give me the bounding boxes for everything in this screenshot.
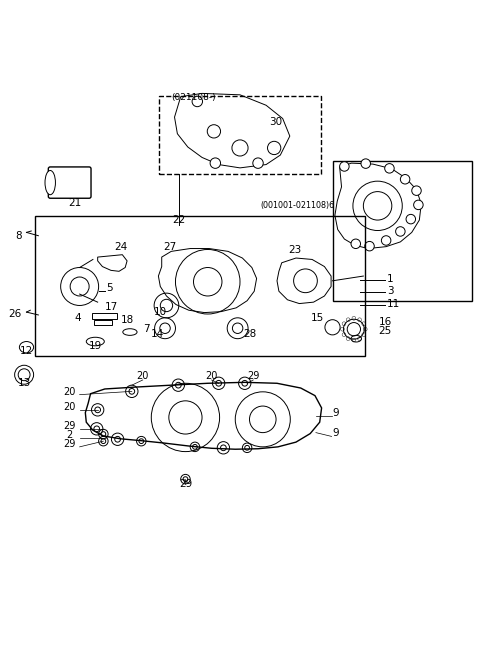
Text: 25: 25 (379, 326, 392, 336)
Circle shape (192, 96, 203, 107)
Text: 28: 28 (243, 329, 256, 339)
Text: 1: 1 (387, 274, 394, 284)
Text: 5: 5 (106, 283, 113, 293)
Text: 20: 20 (63, 402, 75, 412)
Circle shape (340, 162, 349, 171)
Text: 16: 16 (379, 318, 392, 327)
Text: 21: 21 (68, 198, 82, 208)
Text: 29: 29 (63, 421, 75, 431)
Circle shape (396, 226, 405, 236)
Text: 20: 20 (63, 387, 75, 397)
Bar (94, 320, 112, 325)
Text: 29: 29 (179, 479, 192, 489)
Text: (021108-): (021108-) (171, 93, 216, 102)
Text: 13: 13 (17, 378, 31, 388)
Text: 8: 8 (15, 231, 22, 241)
Circle shape (384, 164, 394, 173)
Text: 4: 4 (74, 313, 81, 323)
Text: 27: 27 (163, 242, 177, 252)
Circle shape (253, 158, 263, 168)
Text: 2: 2 (66, 430, 72, 441)
Text: 29: 29 (247, 371, 260, 380)
Bar (159, 96, 321, 174)
Text: 3: 3 (387, 286, 394, 296)
Text: 22: 22 (173, 215, 186, 225)
Text: (001001-021108)6: (001001-021108)6 (260, 201, 334, 210)
Text: 24: 24 (114, 242, 127, 252)
Text: 30: 30 (269, 117, 282, 127)
Circle shape (210, 158, 220, 168)
Text: 20: 20 (205, 371, 218, 380)
Circle shape (382, 236, 391, 245)
Text: 11: 11 (387, 298, 400, 309)
Circle shape (267, 141, 281, 155)
Circle shape (365, 241, 374, 251)
Text: 9: 9 (333, 428, 339, 439)
Text: 15: 15 (311, 313, 324, 323)
Text: 20: 20 (136, 371, 149, 380)
Text: 7: 7 (143, 324, 149, 334)
Text: 26: 26 (9, 309, 22, 319)
Bar (333, 160, 472, 301)
Bar (35, 216, 365, 356)
Circle shape (414, 200, 423, 210)
Circle shape (400, 175, 410, 184)
Text: 19: 19 (89, 341, 102, 351)
Text: 23: 23 (288, 245, 301, 256)
Text: 14: 14 (150, 329, 164, 339)
Circle shape (412, 186, 421, 195)
Text: 10: 10 (154, 307, 167, 317)
Ellipse shape (45, 170, 56, 195)
Circle shape (361, 159, 371, 168)
Text: 17: 17 (105, 302, 119, 313)
Circle shape (406, 214, 416, 224)
Text: 29: 29 (63, 439, 75, 449)
Text: 12: 12 (20, 346, 33, 356)
Text: 9: 9 (333, 408, 339, 418)
Text: 18: 18 (120, 314, 134, 325)
Circle shape (207, 125, 220, 138)
Circle shape (232, 140, 248, 156)
Bar (92, 313, 117, 319)
Circle shape (351, 239, 360, 248)
